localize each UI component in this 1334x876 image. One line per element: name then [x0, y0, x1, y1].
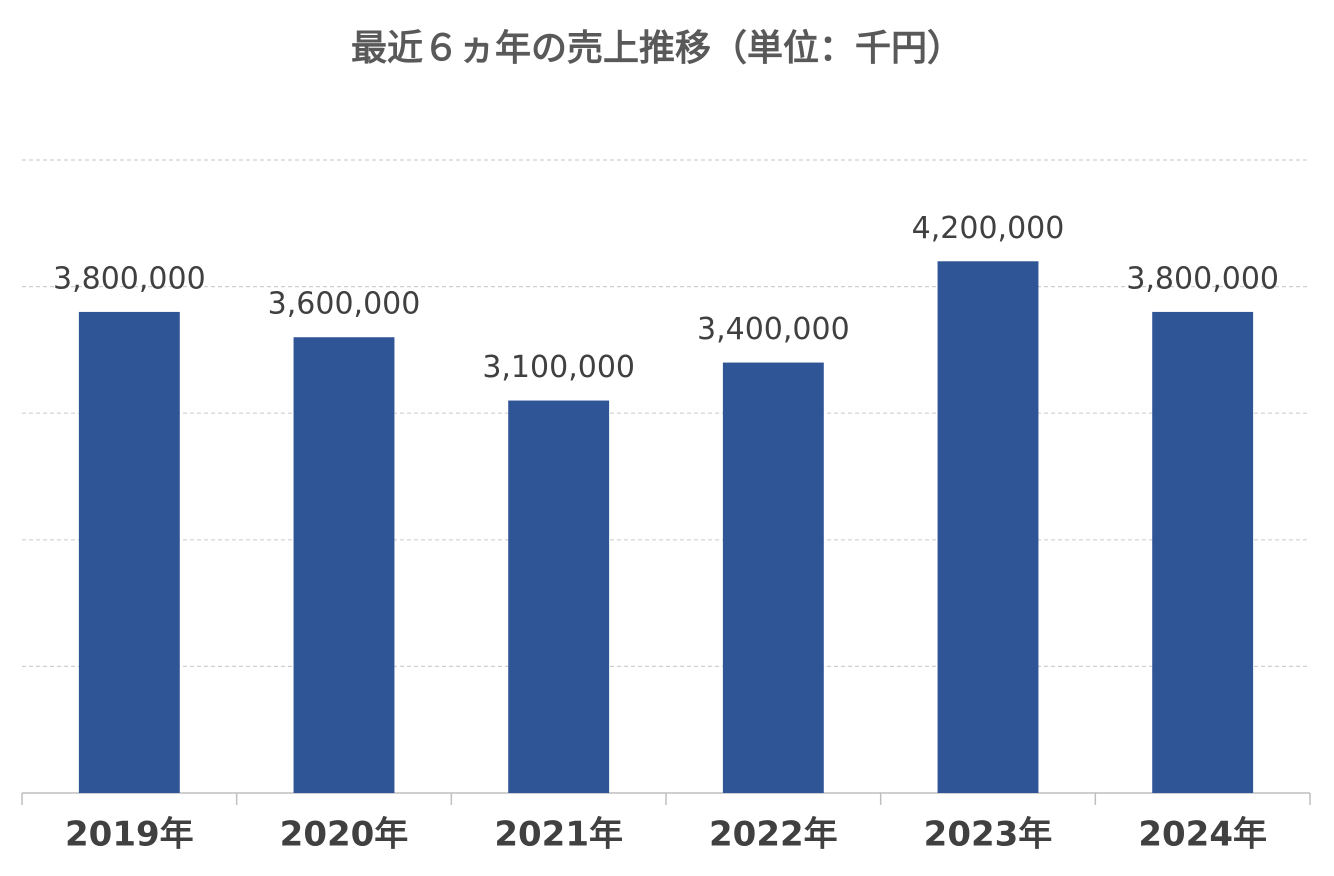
bar: [508, 400, 610, 793]
data-label: 3,800,000: [53, 261, 206, 296]
x-tick-label: 2021年: [494, 815, 623, 855]
bar: [78, 311, 180, 793]
x-tick-label: 2024年: [1138, 815, 1267, 855]
chart-title: 最近６ヵ年の売上推移（単位：千円）: [351, 28, 963, 69]
data-label: 3,400,000: [697, 312, 850, 347]
data-label: 3,800,000: [1126, 261, 1279, 296]
x-tick-label: 2022年: [709, 815, 838, 855]
bar: [722, 362, 824, 793]
x-tick-label: 2023年: [924, 815, 1053, 855]
x-tick-label: 2020年: [280, 815, 409, 855]
bar: [937, 261, 1039, 793]
data-label: 3,600,000: [268, 287, 421, 322]
data-label: 3,100,000: [482, 350, 635, 385]
bar: [1152, 311, 1254, 793]
bar: [293, 337, 395, 793]
data-label: 4,200,000: [912, 211, 1065, 246]
x-tick-label: 2019年: [65, 815, 194, 855]
